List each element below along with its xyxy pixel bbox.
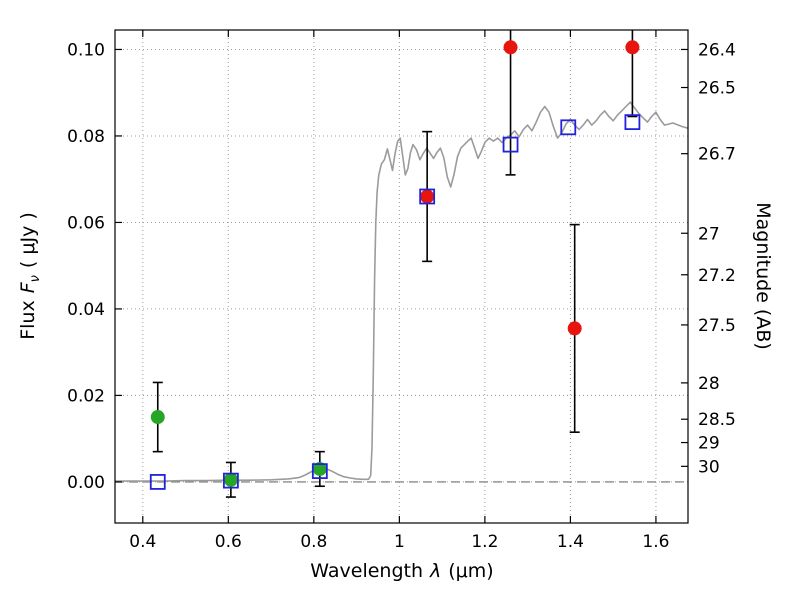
model-photometry-square bbox=[624, 114, 641, 131]
y-tick-label-left: 0.00 bbox=[67, 473, 105, 493]
nu-subscript: ν bbox=[27, 275, 43, 283]
x-axis-label-text: Wavelength bbox=[310, 560, 424, 582]
plot-area bbox=[115, 30, 688, 523]
x-tick-label: 0.8 bbox=[300, 532, 327, 552]
model-photometry-square bbox=[149, 474, 166, 490]
x-tick-label: 0.6 bbox=[215, 532, 242, 552]
y-tick-label-left: 0.10 bbox=[67, 40, 105, 60]
model-spectrum-line bbox=[115, 101, 688, 482]
magnitude-tick-label: 26.5 bbox=[698, 79, 736, 99]
y-right-label-text: Magnitude (AB) bbox=[752, 202, 774, 350]
y-left-label-text: Flux bbox=[17, 300, 40, 340]
magnitude-tick-label: 27 bbox=[698, 224, 720, 244]
observed-point-red bbox=[567, 321, 582, 336]
x-axis-unit: (μm) bbox=[448, 560, 494, 582]
x-tick-label: 0.4 bbox=[129, 532, 156, 552]
model-photometry-square bbox=[502, 136, 519, 153]
x-tick-label: 1 bbox=[394, 532, 405, 552]
y-left-unit: ( μJy ) bbox=[17, 212, 40, 269]
y-axis-label-right: Magnitude (AB) bbox=[752, 202, 774, 350]
x-tick-label: 1.4 bbox=[557, 532, 584, 552]
y-axis-label-left: Flux Fν ( μJy ) bbox=[17, 212, 43, 340]
observed-point-green bbox=[312, 461, 327, 476]
y-tick-label-left: 0.08 bbox=[67, 127, 105, 147]
observed-point-green bbox=[223, 472, 238, 487]
observed-point-red bbox=[420, 189, 435, 204]
observed-point-green bbox=[150, 410, 165, 425]
y-tick-label-left: 0.02 bbox=[67, 386, 105, 406]
observed-point-red bbox=[503, 40, 518, 55]
x-tick-label: 1.2 bbox=[471, 532, 498, 552]
magnitude-tick-label: 27.2 bbox=[698, 266, 736, 286]
magnitude-tick-label: 29 bbox=[698, 434, 720, 454]
magnitude-tick-label: 26.4 bbox=[698, 40, 736, 60]
model-photometry-square bbox=[222, 472, 239, 489]
x-tick-label: 1.6 bbox=[642, 532, 669, 552]
x-axis-label: Wavelength λ (μm) bbox=[310, 560, 493, 582]
model-photometry-square bbox=[560, 119, 577, 136]
magnitude-tick-label: 28.5 bbox=[698, 410, 736, 430]
y-tick-label-left: 0.06 bbox=[67, 213, 105, 233]
model-photometry-square bbox=[419, 188, 436, 205]
y-tick-label-left: 0.04 bbox=[67, 300, 105, 320]
magnitude-tick-label: 30 bbox=[698, 457, 720, 477]
flux-symbol: F bbox=[17, 282, 40, 294]
magnitude-tick-label: 26.7 bbox=[698, 145, 736, 165]
lambda-symbol: λ bbox=[430, 560, 442, 582]
observed-point-red bbox=[625, 40, 640, 55]
axes-frame bbox=[114, 29, 689, 524]
magnitude-tick-label: 28 bbox=[698, 374, 720, 394]
magnitude-tick-label: 27.5 bbox=[698, 316, 736, 336]
model-photometry-square bbox=[311, 463, 328, 480]
